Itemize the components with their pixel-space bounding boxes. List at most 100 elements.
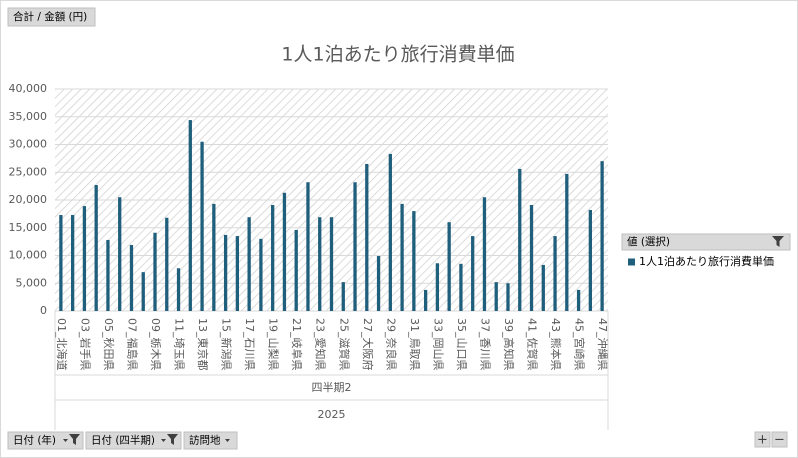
bar	[153, 232, 157, 311]
filter-button-label[interactable]: 日付 (四半期)	[91, 434, 155, 447]
bar	[94, 185, 98, 311]
bar	[271, 204, 275, 311]
dropdown-arrow[interactable]	[161, 439, 166, 442]
y-tick-label: 5,000	[16, 276, 48, 289]
bar	[282, 192, 287, 311]
bar	[341, 282, 345, 311]
dropdown-arrow[interactable]	[225, 439, 230, 442]
bar	[200, 141, 204, 311]
filter-icon[interactable]	[69, 434, 80, 445]
x-tick-label: 39_高知県	[502, 318, 516, 371]
y-tick-label: 35,000	[9, 110, 48, 123]
bar	[541, 264, 545, 311]
bar	[576, 289, 581, 311]
y-tick-label: 40,000	[9, 82, 48, 95]
filter-button-label[interactable]: 訪問地	[189, 434, 221, 447]
chart-title: 1人1泊あたり旅行消費単価	[281, 44, 514, 66]
x-tick-label: 23_愛知県	[314, 318, 328, 371]
bar	[482, 197, 487, 311]
filter-icon[interactable]	[772, 236, 784, 247]
group-label: 2025	[318, 408, 346, 421]
bar	[82, 206, 87, 311]
bar	[494, 282, 498, 311]
bar	[306, 182, 310, 311]
filter-icon[interactable]	[167, 434, 178, 445]
x-tick-label: 13_東京都	[196, 318, 210, 371]
x-tick-label: 07_福島県	[125, 318, 139, 371]
zoom-label[interactable]: −	[774, 433, 785, 448]
bar	[600, 161, 604, 311]
filter-button-label[interactable]: 日付 (年)	[13, 434, 56, 447]
x-tick-label: 43_熊本県	[549, 318, 563, 371]
zoom-button[interactable]	[771, 431, 788, 448]
bar	[459, 263, 463, 311]
legend-header[interactable]	[621, 233, 791, 251]
bar	[471, 236, 475, 311]
bar	[529, 204, 534, 311]
bar	[247, 217, 251, 311]
y-tick-label: 20,000	[9, 193, 48, 206]
x-tick-label: 21_岐阜県	[290, 318, 303, 371]
x-tick-label: 37_香川県	[478, 318, 491, 371]
bar	[506, 283, 510, 311]
bar	[376, 256, 381, 311]
zoom-button[interactable]	[754, 431, 771, 448]
x-tick-label: 19_山梨県	[267, 318, 281, 371]
y-tick-label: 10,000	[9, 249, 48, 262]
bar	[447, 222, 451, 311]
x-tick-label: 01_北海道	[55, 318, 69, 371]
bar	[235, 236, 240, 311]
y-tick-label: 30,000	[9, 138, 48, 151]
x-tick-label: 17_石川県	[243, 318, 256, 371]
x-tick-label: 41_佐賀県	[526, 318, 540, 371]
x-tick-label: 33_岡山県	[431, 318, 444, 371]
x-tick-label: 25_滋賀県	[337, 318, 350, 371]
legend-swatch	[628, 258, 635, 266]
bar	[588, 209, 592, 311]
field-button-label[interactable]: 合計 / 金額 (円)	[13, 10, 87, 23]
zoom-label[interactable]: +	[757, 433, 768, 448]
bar	[223, 234, 228, 311]
bar	[435, 263, 440, 311]
x-tick-label: 15_新潟県	[220, 318, 234, 371]
bar	[259, 238, 263, 311]
y-tick-label: 25,000	[9, 165, 48, 178]
bar	[353, 182, 357, 311]
bar	[423, 289, 428, 311]
dropdown-arrow[interactable]	[63, 439, 68, 442]
x-tick-label: 05_秋田県	[102, 318, 116, 371]
bar	[329, 217, 334, 311]
x-tick-label: 31_鳥取県	[408, 318, 422, 371]
x-tick-label: 35_山口県	[455, 318, 468, 371]
bar	[553, 236, 557, 311]
bar	[565, 173, 569, 311]
group-label: 四半期2	[312, 380, 352, 394]
filter-button[interactable]	[85, 431, 182, 450]
legend-title[interactable]: 値 (選択)	[627, 235, 670, 248]
x-tick-label: 47_沖縄県	[596, 318, 610, 371]
bar	[71, 214, 75, 311]
bar	[294, 229, 298, 311]
x-tick-label: 27_大阪府	[361, 318, 375, 371]
bar	[388, 153, 392, 311]
bar	[165, 217, 169, 311]
x-tick-label: 29_奈良県	[384, 318, 398, 371]
bar	[365, 163, 369, 311]
bar	[212, 203, 216, 311]
y-tick-label: 0	[40, 304, 47, 317]
bar	[106, 239, 110, 311]
field-button[interactable]	[7, 7, 96, 27]
bar	[412, 211, 416, 311]
filter-button[interactable]	[7, 431, 84, 450]
bar	[400, 203, 404, 311]
x-tick-label: 03_岩手県	[78, 318, 92, 371]
legend-label: 1人1泊あたり旅行消費単価	[639, 254, 774, 268]
bar	[188, 120, 192, 311]
x-tick-label: 09_栃木県	[149, 318, 163, 371]
filter-button[interactable]	[183, 431, 238, 450]
bar	[176, 268, 181, 311]
x-tick-label: 11_埼玉県	[173, 318, 187, 371]
bar	[518, 168, 522, 311]
bar	[59, 214, 63, 311]
